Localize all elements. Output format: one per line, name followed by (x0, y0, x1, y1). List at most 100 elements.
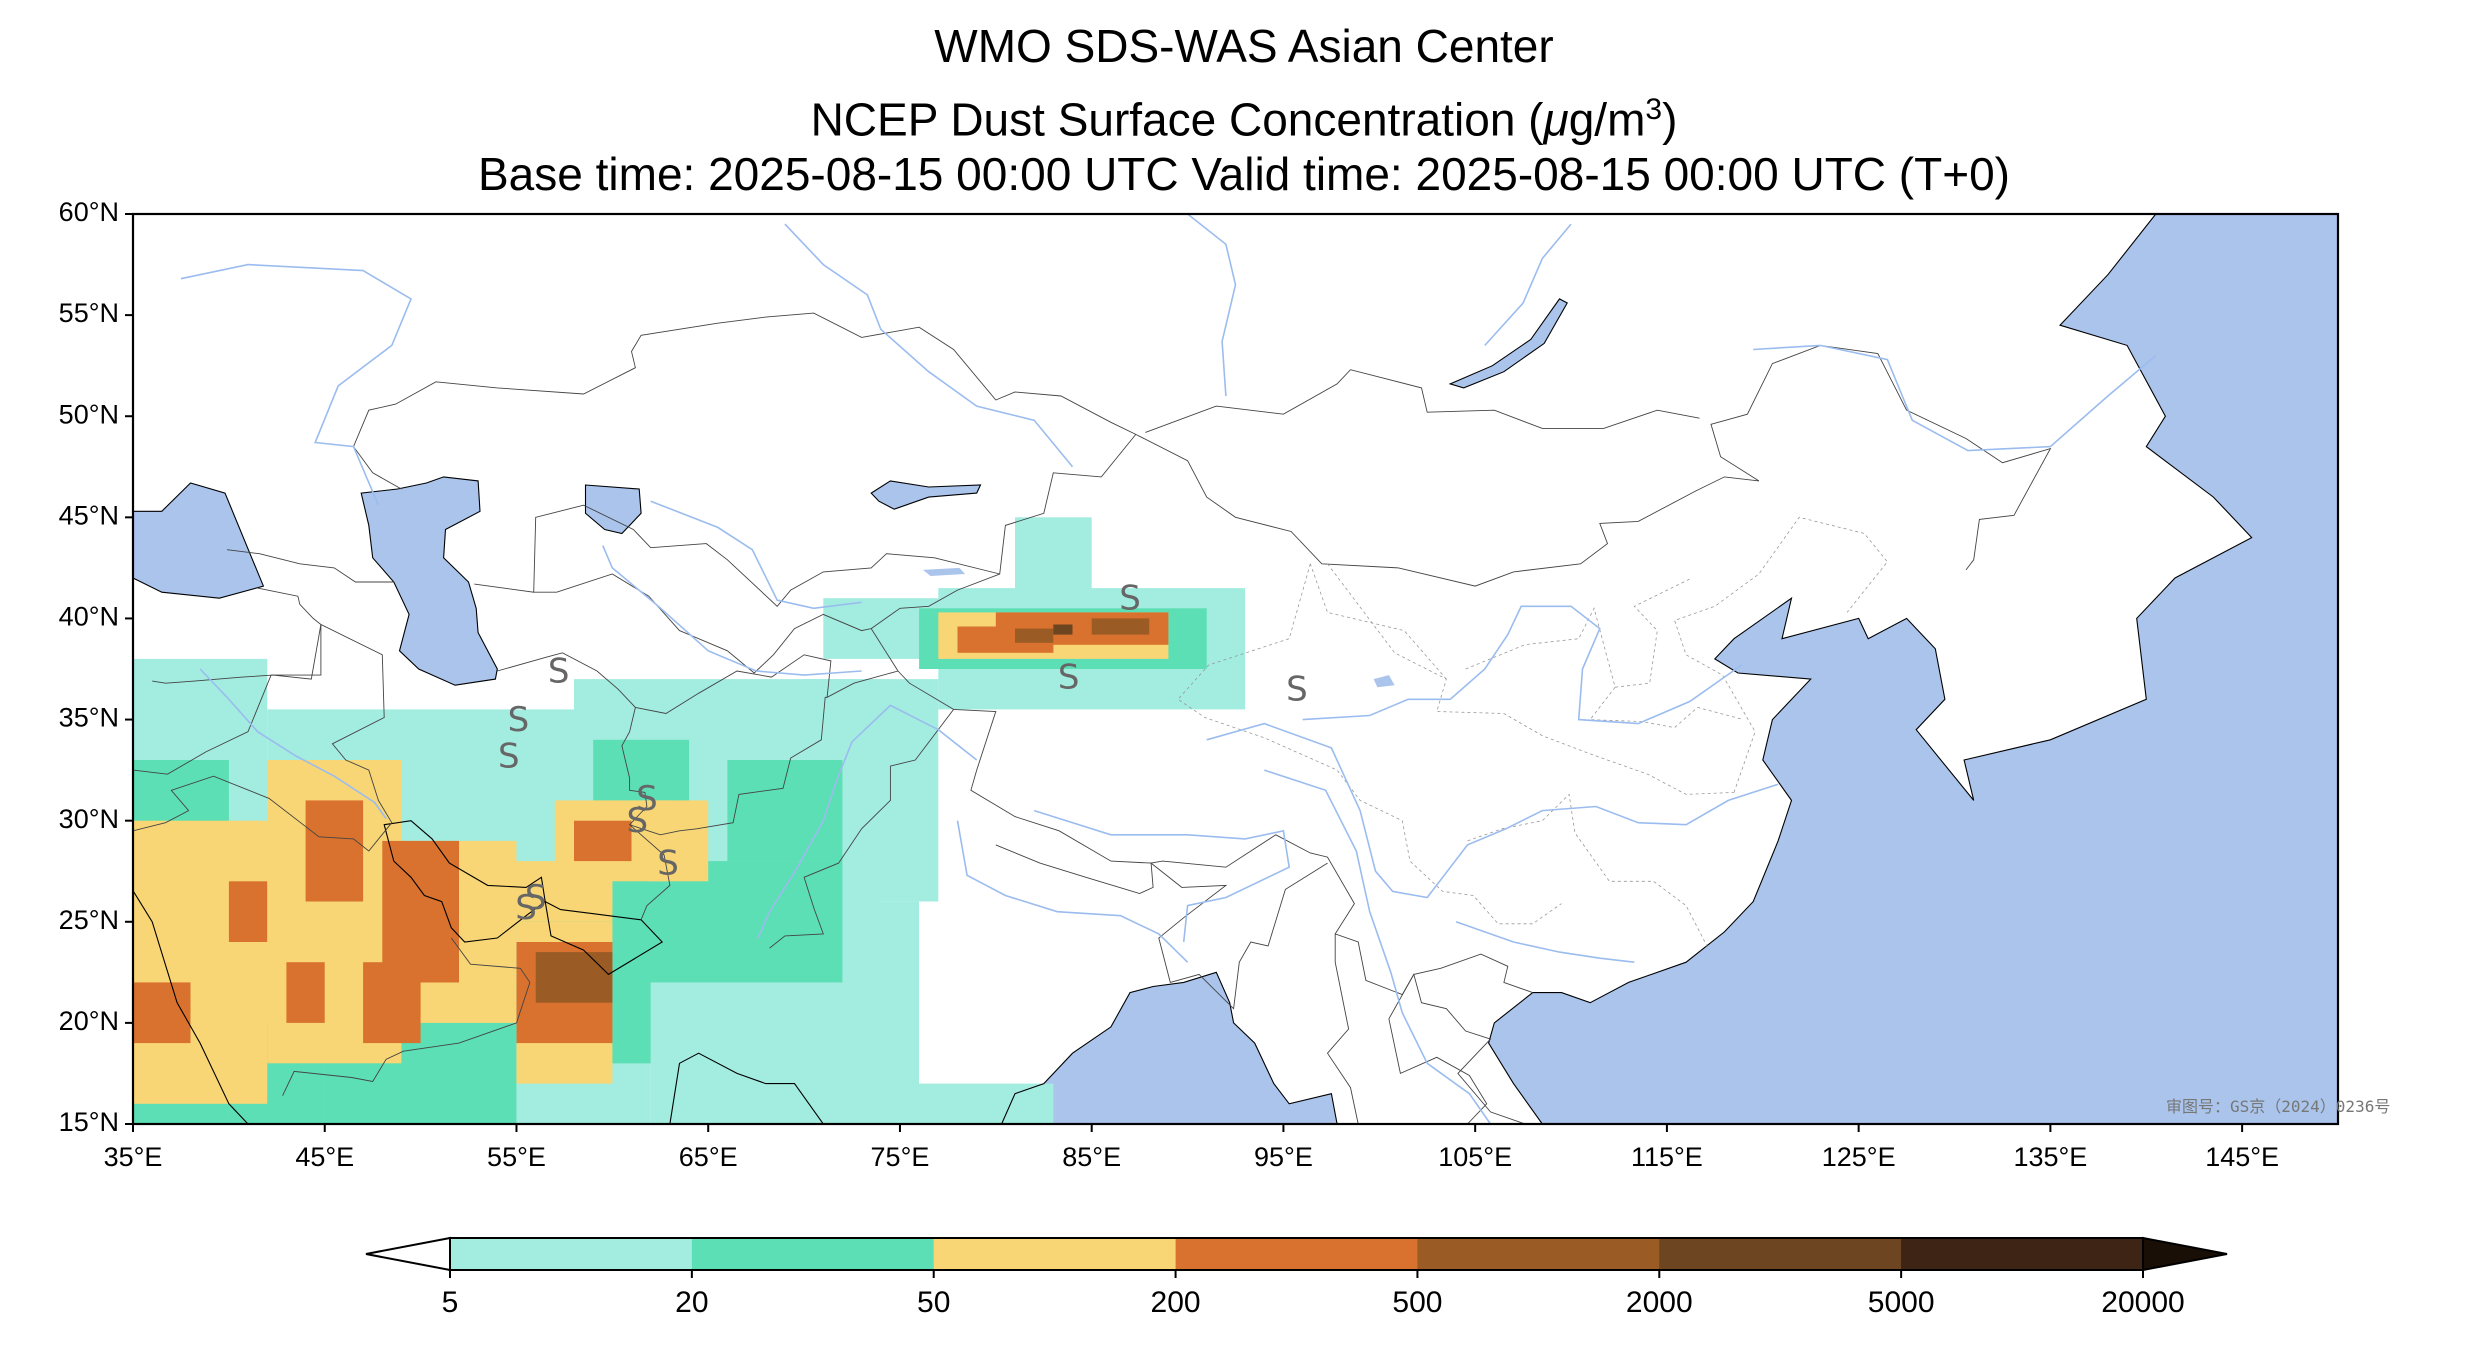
province-line-1 (1177, 563, 1562, 925)
border-india-nepal-bangladesh (995, 844, 1328, 1010)
caspian-sea (361, 476, 498, 686)
lon-tick-label: 65°E (679, 1142, 738, 1172)
colorbar-cell (933, 1238, 1177, 1270)
river-layer (180, 214, 2157, 1124)
border-caucasus (226, 549, 394, 583)
colorbar-under-triangle (365, 1236, 451, 1272)
dust-station-marker: S (627, 801, 649, 841)
lon-tick-label: 95°E (1254, 1142, 1313, 1172)
latitude-axis: 60°N 55°N 50°N 45°N 40°N 35°N 30°N 25°N 20°N 15°N (59, 197, 133, 1137)
lat-tick-label: 60°N (59, 197, 119, 227)
dust-cell-level-3 (574, 820, 632, 862)
border-indochina (1326, 933, 1526, 1124)
lat-tick-label: 30°N (59, 804, 119, 834)
colorbar-cell (1901, 1238, 2144, 1270)
time-line: Base time: 2025-08-15 00:00 UTC Valid ti… (478, 148, 2010, 200)
dust-station-marker: S (657, 844, 679, 884)
lat-tick-label: 35°N (59, 703, 119, 733)
lon-tick-label: 45°E (295, 1142, 354, 1172)
lon-tick-label: 85°E (1062, 1142, 1121, 1172)
coastline-layer (133, 214, 2338, 1124)
colorbar-cell (1175, 1238, 1418, 1270)
dust-station-marker: S (508, 700, 530, 740)
amur-river (1753, 344, 2157, 452)
subtitle-mu: μ (1543, 93, 1569, 146)
colorbar-tick-label: 20000 (2101, 1286, 2184, 1319)
aral-sea (585, 485, 642, 534)
ganges-river (956, 820, 1189, 963)
map-subtitle: NCEP Dust Surface Concentration (μg/m3) (0, 84, 2488, 145)
dust-station-marker: S (636, 779, 658, 819)
border-iran-pakistan-south (629, 824, 671, 920)
dust-station-marker: S (1286, 670, 1308, 710)
colorbar-cell (1659, 1238, 1902, 1270)
dust-station-marker: S (1119, 579, 1141, 619)
province-line-4 (1467, 793, 1710, 951)
colorbar-tick-label: 5 (442, 1286, 459, 1319)
colorbar: 5 20 50 200 500 2000 5000 20000 (365, 1236, 2228, 1319)
dust-cell-level-5 (1053, 624, 1073, 635)
lat-tick-label: 25°N (59, 905, 119, 935)
ocean-red-sea-coastline (133, 861, 249, 1124)
border-arabia-south (282, 937, 531, 1096)
lat-tick-label: 50°N (59, 399, 119, 429)
dust-cell-level-4 (1091, 618, 1150, 635)
dust-station-marker: S (525, 878, 547, 918)
dust-cell-level-3 (133, 982, 191, 1044)
sea-black-coastline (133, 482, 265, 599)
lon-tick-label: 35°E (104, 1142, 163, 1172)
dust-station-marker: S (1058, 658, 1080, 698)
lat-tick-label: 55°N (59, 298, 119, 328)
colorbar-outline (449, 1237, 2144, 1271)
indus-river (757, 704, 978, 939)
colorbar-cell (691, 1238, 935, 1270)
lake-qinghai (1373, 675, 1395, 688)
dust-cell-level-2 (133, 820, 268, 1104)
subtitle-prefix: NCEP Dust Surface Concentration ( (810, 93, 1544, 146)
amu-darya (602, 545, 862, 676)
lat-tick-label: 15°N (59, 1107, 119, 1137)
border-mongolia-russia (1145, 369, 1700, 433)
colorbar-cell (1417, 1238, 1660, 1270)
approval-watermark: 审图号：GS京（2024）0236号 (2166, 1097, 2390, 1116)
border-kazakhstan-russia (352, 312, 1136, 490)
border-india-china (953, 708, 1533, 996)
syr-darya (650, 500, 862, 610)
lon-tick-label: 105°E (1438, 1142, 1512, 1172)
sea-aral-coastline (584, 484, 642, 535)
lena-river (1484, 223, 1572, 346)
pacific-ocean (1488, 214, 2338, 1124)
colorbar-tick-label: 50 (917, 1286, 950, 1319)
longitude-axis: 35°E 45°E 55°E 65°E 75°E 85°E 95°E 105°E 115°E 12… (104, 1124, 2279, 1172)
lon-tick-label: 75°E (871, 1142, 930, 1172)
dust-station-marker: S (548, 652, 570, 692)
border-kazakhstan-south (474, 504, 1000, 607)
lat-tick-label: 20°N (59, 1006, 119, 1036)
lake-balkhash-coastline (870, 480, 982, 510)
dust-cell-level-2 (650, 800, 709, 882)
lon-tick-label: 135°E (2013, 1142, 2087, 1172)
lat-tick-label: 40°N (59, 602, 119, 632)
dust-cell-level-4 (535, 952, 613, 1003)
dust-cell-level-1 (727, 760, 843, 862)
colorbar-cells (450, 1238, 2144, 1270)
lon-tick-label: 125°E (1822, 1142, 1896, 1172)
ocean-gulf-of-oman-coastline (544, 900, 664, 976)
lon-tick-label: 55°E (487, 1142, 546, 1172)
yellow-river (1302, 605, 1743, 725)
brahmaputra-river (1033, 809, 1291, 943)
dust-concentration-field (133, 517, 1246, 1124)
dust-cell-level-3 (228, 881, 268, 942)
ocean-pacific-coastline (1488, 214, 2338, 1124)
lon-tick-label: 115°E (1631, 1142, 1703, 1172)
sea-caspian-coastline (360, 476, 498, 686)
tigris-euphrates (199, 668, 387, 820)
dust-cell-level-3 (382, 840, 459, 983)
colorbar-tick-label: 500 (1392, 1286, 1442, 1319)
dust-cell-level-1 (593, 739, 690, 801)
colorbar-tick-label: 5000 (1868, 1286, 1935, 1319)
lake-issyk-kul (923, 567, 966, 576)
black-sea (133, 483, 264, 599)
